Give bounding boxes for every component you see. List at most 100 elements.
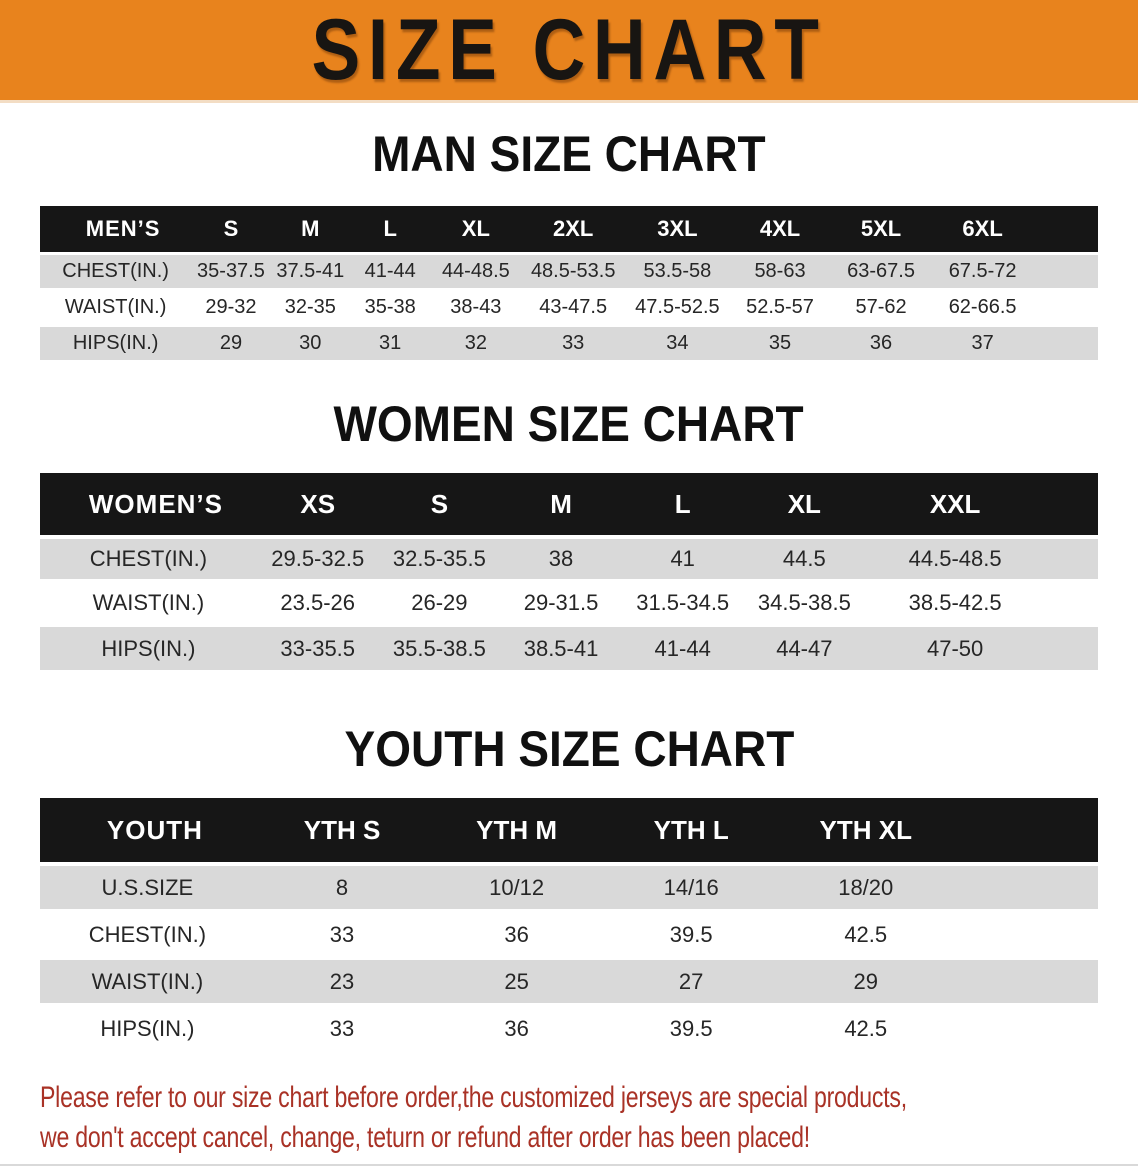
women-size-chart-heading: WOMEN SIZE CHART — [0, 399, 1138, 449]
size-value-cell: 36 — [830, 327, 932, 360]
youth-size-table: YOUTH YTH S YTH M YTH L YTH XL U.S.SIZE … — [40, 794, 1098, 1054]
size-value-cell: 52.5-57 — [729, 291, 831, 324]
size-value-cell: 41-44 — [621, 627, 744, 670]
column-header: 4XL — [729, 206, 831, 252]
size-value-cell: 36 — [429, 1007, 604, 1050]
spacer-cell — [1033, 255, 1098, 288]
column-header: S — [191, 206, 271, 252]
column-header: XL — [743, 473, 866, 535]
size-value-cell: 34.5-38.5 — [743, 583, 866, 623]
spacer-cell — [953, 866, 1098, 909]
column-header: YTH XL — [778, 798, 954, 862]
column-header: M — [500, 473, 622, 535]
row-label: HIPS(IN.) — [40, 627, 257, 670]
size-value-cell: 31 — [349, 327, 431, 360]
youth-header-row: YOUTH YTH S YTH M YTH L YTH XL — [40, 798, 1098, 862]
size-value-cell: 10/12 — [429, 866, 604, 909]
column-header: M — [270, 206, 350, 252]
size-value-cell: 63-67.5 — [830, 255, 932, 288]
size-value-cell: 44-47 — [743, 627, 866, 670]
womens-table: WOMEN’S XS S M L XL XXL CHEST(IN.) 29.5-… — [40, 469, 1098, 674]
size-value-cell: 47.5-52.5 — [625, 291, 730, 324]
size-value-cell: 33-35.5 — [256, 627, 379, 670]
column-header: S — [378, 473, 501, 535]
table-corner-label: WOMEN’S — [40, 473, 257, 535]
column-header: YTH L — [603, 798, 779, 862]
size-value-cell: 36 — [429, 913, 604, 956]
heading-text: WOMEN SIZE CHART — [333, 396, 805, 452]
table-row: WAIST(IN.) 23 25 27 29 — [40, 960, 1098, 1003]
table-row: CHEST(IN.) 29.5-32.5 32.5-35.5 38 41 44.… — [40, 539, 1098, 579]
size-value-cell: 48.5-53.5 — [521, 255, 626, 288]
spacer-cell — [1033, 291, 1098, 324]
size-value-cell: 27 — [603, 960, 779, 1003]
size-chart-banner: SIZE CHART — [0, 0, 1138, 103]
size-value-cell: 35-37.5 — [191, 255, 271, 288]
womens-header-row: WOMEN’S XS S M L XL XXL — [40, 473, 1098, 535]
column-header: YTH M — [429, 798, 604, 862]
spacer-cell — [953, 913, 1098, 956]
heading-text: YOUTH SIZE CHART — [344, 721, 794, 777]
table-row: CHEST(IN.) 33 36 39.5 42.5 — [40, 913, 1098, 956]
column-header: 5XL — [830, 206, 932, 252]
size-value-cell: 37 — [931, 327, 1034, 360]
size-value-cell: 53.5-58 — [625, 255, 730, 288]
size-value-cell: 31.5-34.5 — [621, 583, 744, 623]
spacer-cell — [1045, 473, 1098, 535]
size-value-cell: 38-43 — [430, 291, 522, 324]
table-row: HIPS(IN.) 33 36 39.5 42.5 — [40, 1007, 1098, 1050]
row-label: CHEST(IN.) — [40, 539, 257, 579]
spacer-cell — [1033, 327, 1098, 360]
size-value-cell: 29-31.5 — [500, 583, 622, 623]
table-row: CHEST(IN.) 35-37.5 37.5-41 41-44 44-48.5… — [40, 255, 1098, 288]
row-label: WAIST(IN.) — [40, 960, 255, 1003]
size-value-cell: 38.5-42.5 — [865, 583, 1046, 623]
column-header: L — [349, 206, 431, 252]
size-value-cell: 8 — [254, 866, 430, 909]
spacer-cell — [1033, 206, 1098, 252]
column-header: 6XL — [931, 206, 1034, 252]
size-value-cell: 23.5-26 — [256, 583, 379, 623]
size-value-cell: 32.5-35.5 — [378, 539, 501, 579]
table-corner-label: MEN’S — [40, 206, 192, 252]
spacer-cell — [1045, 627, 1098, 670]
mens-size-table: MEN’S S M L XL 2XL 3XL 4XL 5XL 6XL CHEST… — [40, 203, 1098, 363]
size-value-cell: 38 — [500, 539, 622, 579]
size-value-cell: 29 — [778, 960, 954, 1003]
table-row: WAIST(IN.) 29-32 32-35 35-38 38-43 43-47… — [40, 291, 1098, 324]
size-value-cell: 29-32 — [191, 291, 271, 324]
row-label: WAIST(IN.) — [40, 291, 192, 324]
spacer-cell — [1045, 539, 1098, 579]
size-value-cell: 35 — [729, 327, 831, 360]
size-value-cell: 43-47.5 — [521, 291, 626, 324]
womens-size-table: WOMEN’S XS S M L XL XXL CHEST(IN.) 29.5-… — [40, 469, 1098, 674]
column-header: XXL — [865, 473, 1046, 535]
row-label: CHEST(IN.) — [40, 255, 192, 288]
man-size-chart-heading: MAN SIZE CHART — [0, 129, 1138, 179]
mens-table: MEN’S S M L XL 2XL 3XL 4XL 5XL 6XL CHEST… — [40, 203, 1098, 363]
size-value-cell: 33 — [254, 1007, 430, 1050]
size-value-cell: 33 — [521, 327, 626, 360]
size-value-cell: 30 — [270, 327, 350, 360]
size-value-cell: 32-35 — [270, 291, 350, 324]
size-value-cell: 38.5-41 — [500, 627, 622, 670]
size-value-cell: 18/20 — [778, 866, 954, 909]
size-value-cell: 33 — [254, 913, 430, 956]
disclaimer-line-2: we don't accept cancel, change, teturn o… — [40, 1121, 810, 1154]
size-value-cell: 23 — [254, 960, 430, 1003]
spacer-cell — [1045, 583, 1098, 623]
size-value-cell: 29 — [191, 327, 271, 360]
size-value-cell: 39.5 — [603, 913, 779, 956]
size-value-cell: 44.5-48.5 — [865, 539, 1046, 579]
size-value-cell: 29.5-32.5 — [256, 539, 379, 579]
spacer-cell — [953, 1007, 1098, 1050]
size-value-cell: 35-38 — [349, 291, 431, 324]
column-header: 3XL — [625, 206, 730, 252]
row-label: U.S.SIZE — [40, 866, 255, 909]
table-row: HIPS(IN.) 29 30 31 32 33 34 35 36 37 — [40, 327, 1098, 360]
disclaimer-line-1: Please refer to our size chart before or… — [40, 1081, 907, 1114]
size-chart-title: SIZE CHART — [311, 2, 827, 98]
mens-header-row: MEN’S S M L XL 2XL 3XL 4XL 5XL 6XL — [40, 206, 1098, 252]
size-value-cell: 25 — [429, 960, 604, 1003]
